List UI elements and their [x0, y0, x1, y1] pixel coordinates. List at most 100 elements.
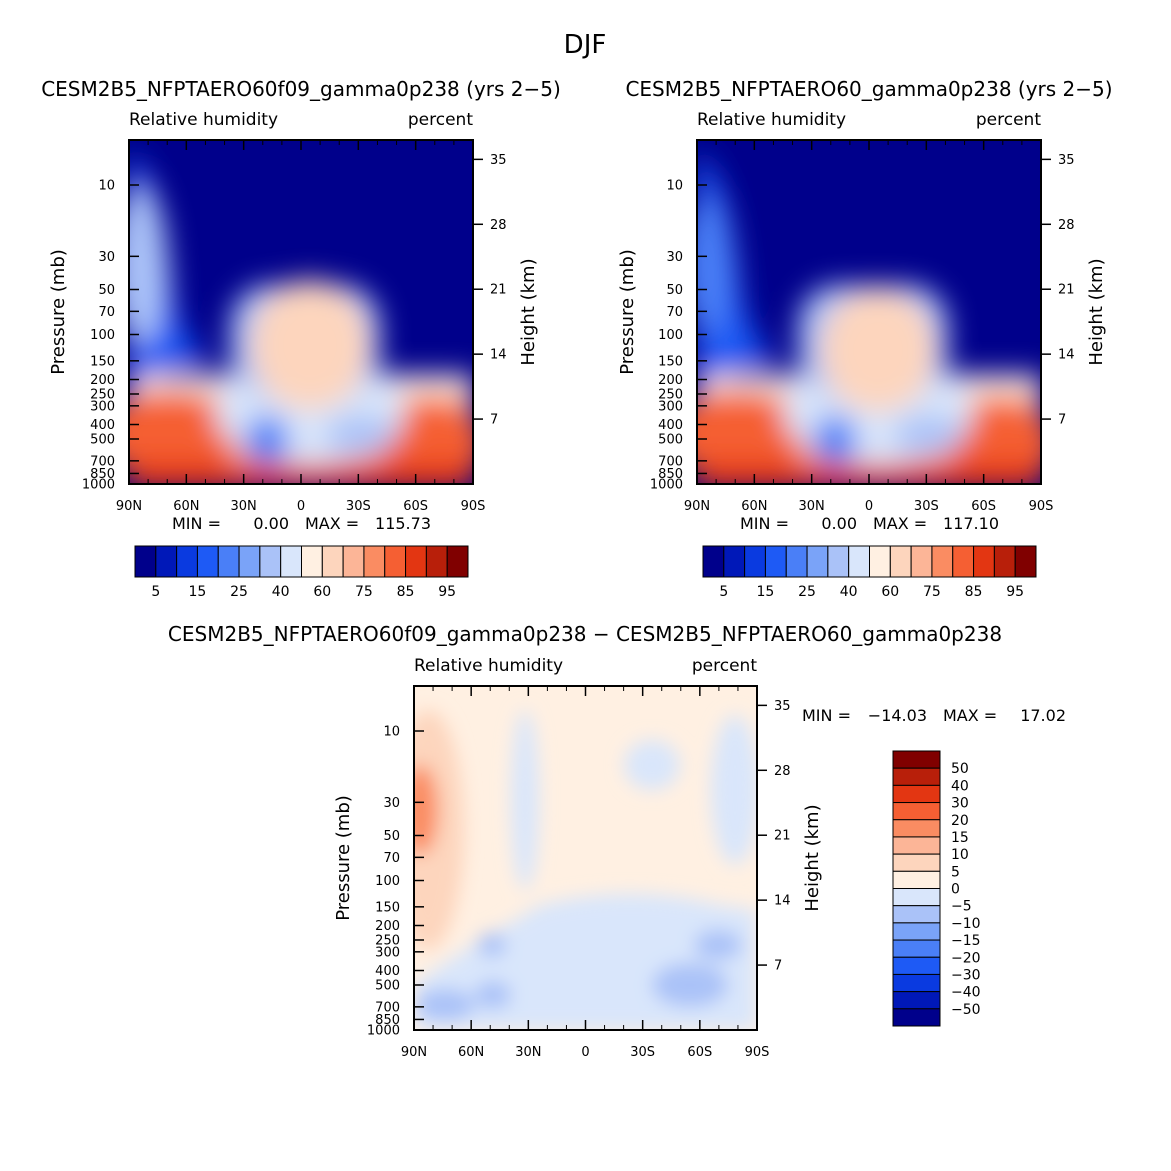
- panel-2-variable: Relative humidity: [697, 110, 846, 130]
- colorbar-swatch: [931, 545, 954, 578]
- x-tick-label: 90N: [116, 499, 142, 514]
- panel-2-ylabel-right: Height (km): [1086, 258, 1107, 365]
- panel-1-variable: Relative humidity: [129, 110, 278, 130]
- y-tick-label: 50: [383, 829, 400, 844]
- y-tick-label: 200: [90, 373, 115, 388]
- colorbar-label: 75: [355, 584, 373, 600]
- colorbar-swatch: [973, 545, 995, 578]
- colorbar-swatch: [892, 819, 941, 838]
- x-tick-label: 90S: [461, 499, 486, 514]
- panel-3-units: percent: [692, 656, 757, 676]
- y-tick-label: 10: [383, 725, 400, 740]
- colorbar-label: 75: [923, 584, 941, 600]
- colorbar-swatch: [892, 836, 941, 855]
- y-tick-label: 400: [658, 418, 683, 433]
- colorbar-swatch: [405, 545, 427, 578]
- colorbar-swatch: [764, 545, 787, 578]
- x-tick-label: 0: [297, 499, 305, 514]
- panel-2-min-label: MIN =: [740, 514, 789, 533]
- x-tick-label: 30S: [630, 1045, 655, 1060]
- colorbar-label: −20: [951, 950, 981, 966]
- colorbar-swatch: [384, 545, 407, 578]
- x-tick-label: 0: [865, 499, 873, 514]
- colorbar-swatch: [217, 545, 240, 578]
- y-tick-label: 200: [375, 919, 400, 934]
- y-tick-label: 150: [375, 900, 400, 915]
- colorbar-label: 40: [272, 584, 290, 600]
- y-tick-label: 500: [90, 432, 115, 447]
- panel-1-min-value: 0.00: [253, 514, 289, 533]
- height-tick-label: 28: [490, 218, 507, 233]
- x-tick-label: 60S: [687, 1045, 712, 1060]
- y-tick-label: 700: [375, 1000, 400, 1015]
- y-tick-label: 200: [658, 373, 683, 388]
- panel-2: CESM2B5_NFPTAERO60_gamma0p238 (yrs 2−5) …: [617, 77, 1113, 600]
- panel-3-max-label: MAX =: [943, 706, 997, 725]
- y-tick-label: 850: [90, 467, 115, 482]
- panel-3-axes: 90N 60N 30N 0 30S 60S 90S103050701001502002503…: [367, 686, 791, 1060]
- colorbar-label: 60: [881, 584, 899, 600]
- height-tick-label: 28: [774, 764, 791, 779]
- colorbar-swatch: [134, 545, 157, 578]
- colorbar-swatch: [848, 545, 870, 578]
- y-tick-label: 1000: [82, 478, 115, 493]
- y-tick-label: 300: [375, 945, 400, 960]
- colorbar-label: 85: [965, 584, 983, 600]
- colorbar-label: 60: [313, 584, 331, 600]
- y-tick-label: 850: [658, 467, 683, 482]
- panel-3-min-label: MIN =: [802, 706, 851, 725]
- x-tick-label: 60S: [971, 499, 996, 514]
- y-tick-label: 30: [383, 796, 400, 811]
- y-tick-label: 400: [375, 964, 400, 979]
- panel-2-max-value: 117.10: [943, 514, 999, 533]
- colorbar-swatch: [892, 870, 941, 889]
- x-tick-label: 60N: [741, 499, 767, 514]
- colorbar-swatch: [196, 545, 219, 578]
- height-tick-label: 21: [490, 283, 507, 298]
- colorbar-label: 95: [1006, 584, 1024, 600]
- x-tick-label: 30N: [515, 1045, 541, 1060]
- colorbar-swatch: [892, 888, 941, 907]
- colorbar-swatch: [892, 784, 941, 804]
- colorbar-swatch: [785, 545, 808, 578]
- y-tick-label: 30: [666, 250, 683, 265]
- panel-3-ylabel: Pressure (mb): [333, 795, 354, 921]
- panel-1-min-label: MIN =: [172, 514, 221, 533]
- colorbar-swatch: [892, 939, 941, 958]
- y-tick-label: 1000: [367, 1024, 400, 1039]
- colorbar-swatch: [155, 545, 178, 578]
- y-tick-label: 700: [90, 454, 115, 469]
- colorbar-swatch: [892, 802, 941, 821]
- panel-2-min-value: 0.00: [821, 514, 857, 533]
- x-tick-label: 0: [581, 1045, 589, 1060]
- colorbar-swatch: [425, 545, 448, 578]
- y-tick-label: 100: [90, 328, 115, 343]
- colorbar-label: −5: [951, 899, 972, 915]
- height-tick-label: 14: [774, 894, 791, 909]
- y-tick-label: 850: [375, 1013, 400, 1028]
- colorbar-swatch: [993, 545, 1016, 578]
- panel-1-ylabel: Pressure (mb): [48, 249, 69, 375]
- y-tick-label: 250: [90, 387, 115, 402]
- colorbar-swatch: [363, 545, 386, 578]
- x-tick-label: 30N: [799, 499, 825, 514]
- colorbar-swatch: [892, 973, 941, 993]
- colorbar-swatch: [892, 1008, 941, 1027]
- x-tick-label: 30N: [231, 499, 257, 514]
- x-tick-label: 60N: [458, 1045, 484, 1060]
- colorbar-swatch: [910, 545, 933, 578]
- colorbar-swatch: [238, 545, 261, 578]
- x-tick-label: 30S: [346, 499, 371, 514]
- colorbar-label: −40: [951, 985, 981, 1001]
- height-tick-label: 7: [490, 413, 498, 428]
- height-tick-label: 14: [490, 348, 507, 363]
- y-tick-label: 10: [666, 179, 683, 194]
- colorbar-label: 5: [951, 864, 960, 880]
- y-tick-label: 30: [98, 250, 115, 265]
- panel-2-axes: 90N 60N 30N 0 30S 60S 90S103050701001502002503…: [650, 140, 1075, 514]
- colorbar-label: 20: [951, 813, 969, 829]
- colorbar-swatch: [702, 545, 725, 578]
- height-tick-label: 21: [1058, 283, 1075, 298]
- x-tick-label: 60N: [173, 499, 199, 514]
- panel-3-field: [414, 686, 757, 1030]
